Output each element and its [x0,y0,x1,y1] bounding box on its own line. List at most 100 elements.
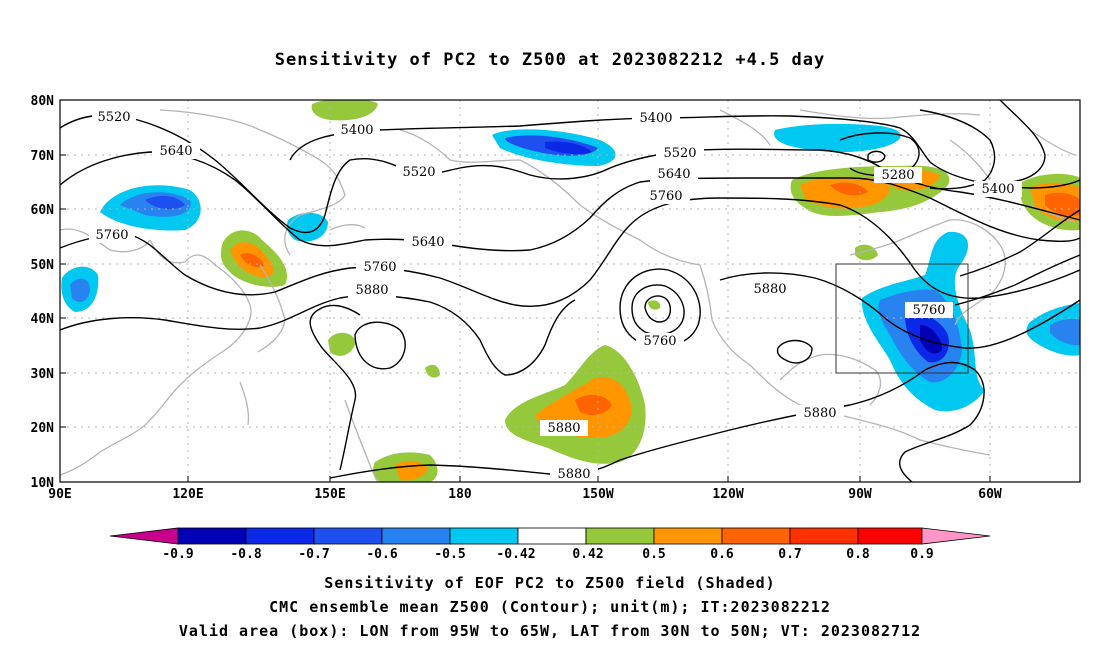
figure-title: Sensitivity of PC2 to Z500 at 2023082212… [274,50,826,70]
lat-labels: 80N 70N 60N 50N 40N 30N 20N 10N [31,94,55,491]
colorbar: -0.9 -0.8 -0.7 -0.6 -0.5 -0.42 0.42 0.5 … [109,527,991,562]
contour-5520 [999,100,1046,183]
colorbar-label: 0.6 [710,547,734,562]
positive-patch [1045,192,1080,216]
lon-labels: 90E 120E 150E 180 150W 120W 90W 60W [48,487,1002,502]
colorbar-label: 0.7 [778,547,801,562]
coastline [329,224,366,231]
contour-label: 5400 [981,182,1014,197]
coastline [399,129,713,321]
contour-5400 [919,109,996,190]
lat-label: 50N [31,258,55,273]
lon-label: 150E [314,487,345,502]
contour-label: 5520 [97,110,130,125]
contour-5760-closed [631,284,685,336]
colorbar-swatch [585,527,655,545]
contour-label: 5280 [881,168,914,183]
contour-5880 [719,272,1080,349]
contour-label: 5520 [402,165,435,180]
contour-label: 5880 [355,283,388,298]
contour-5760-closed [644,295,672,323]
contour-label: 5520 [663,146,696,161]
colorbar-swatch [721,527,791,545]
contour-5880-closed [354,321,406,370]
negative-patch [920,325,942,354]
positive-patch [648,300,661,310]
caption-line-3: Valid area (box): LON from 95W to 65W, L… [178,622,922,640]
colorbar-label: -0.42 [496,547,535,562]
lon-label: 90W [848,487,872,502]
positive-patch [240,253,265,268]
colorbar-label: -0.7 [298,547,329,562]
colorbar-swatch [789,527,859,545]
colorbar-swatch [857,527,923,545]
caption-line-1: Sensitivity of EOF PC2 to Z500 field (Sh… [324,574,776,592]
contour-label: 5640 [159,144,192,159]
positive-patch [830,182,868,196]
contour-label: 5760 [649,189,682,204]
sensitivity-shading [61,100,1080,482]
lon-label: 120E [172,487,203,502]
positive-patch [328,332,356,356]
colorbar-label: -0.8 [230,547,261,562]
lon-label: 60W [978,487,1002,502]
valid-area-box [835,263,969,374]
lat-label: 30N [31,367,55,382]
contour-label: 5760 [95,228,128,243]
contour-5280-closed [867,150,886,163]
colorbar-end-left [109,527,179,545]
coastline [159,109,346,256]
lon-label: 90E [48,487,71,502]
lat-label: 80N [31,94,55,109]
axis-ticks [60,154,991,482]
lon-label: 120W [712,487,743,502]
contour-label: 5640 [657,167,690,182]
colorbar-swatch [449,527,519,545]
contour-label: 5760 [363,260,396,275]
colorbar-label: -0.5 [434,547,465,562]
colorbar-label: -0.9 [162,547,193,562]
colorbar-label: 0.42 [572,547,603,562]
negative-patch [286,212,328,242]
negative-patch [545,141,592,155]
negative-patch [145,195,185,210]
contour-label: 5880 [753,282,786,297]
contour-5880 [60,294,576,376]
negative-patch [70,278,90,302]
contour-label-group: 5520 5400 5640 5520 5400 5520 5640 5760 … [89,109,1022,482]
positive-patch [575,394,612,416]
positive-patch [311,100,378,121]
lat-label: 20N [31,421,55,436]
coastline [60,228,252,476]
lon-label: 180 [448,487,472,502]
lat-label: 40N [31,312,55,327]
contour-label: 5880 [557,467,590,482]
lat-label: 10N [31,476,55,491]
caption-line-2: CMC ensemble mean Z500 (Contour); unit(m… [269,598,831,616]
colorbar-swatch [177,527,247,545]
contour-5880-closed [776,339,813,364]
negative-patch [774,123,901,153]
contour-5400 [289,115,1080,189]
positive-patch [425,364,440,378]
colorbar-label: 0.9 [910,547,933,562]
contour-5880 [309,304,361,471]
contour-5640 [954,254,1080,306]
lat-label: 60N [31,203,55,218]
coastline [1029,204,1076,223]
grid-lines [60,100,1080,482]
negative-patch [1050,318,1080,346]
contour-label: 5880 [803,406,836,421]
lon-label: 150W [582,487,613,502]
contour-label: 5640 [411,235,444,250]
coastline [239,381,250,426]
contour-5760 [60,197,1080,307]
contour-5520 [959,209,1080,277]
contour-5880 [619,361,985,482]
colorbar-label: 0.8 [846,547,870,562]
colorbar-swatch [381,527,451,545]
coastline [779,353,882,406]
contour-5760-closed [619,268,701,348]
colorbar-label: -0.6 [366,547,397,562]
